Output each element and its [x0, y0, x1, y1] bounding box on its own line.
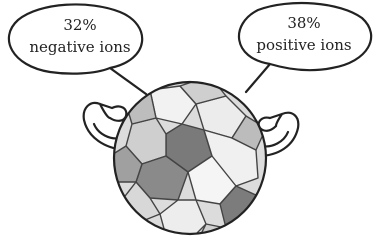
bubble-percent: 38%: [287, 14, 320, 32]
soccer-ball: [110, 76, 266, 244]
bubble-percent: 32%: [63, 16, 96, 34]
illustration: 32% negative ions 38% positive ions: [0, 0, 377, 244]
page: {"bubbles": [ {"percent": "32%", "label"…: [0, 0, 377, 244]
bubble-label: negative ions: [29, 38, 130, 56]
bubble-label: positive ions: [256, 36, 351, 54]
